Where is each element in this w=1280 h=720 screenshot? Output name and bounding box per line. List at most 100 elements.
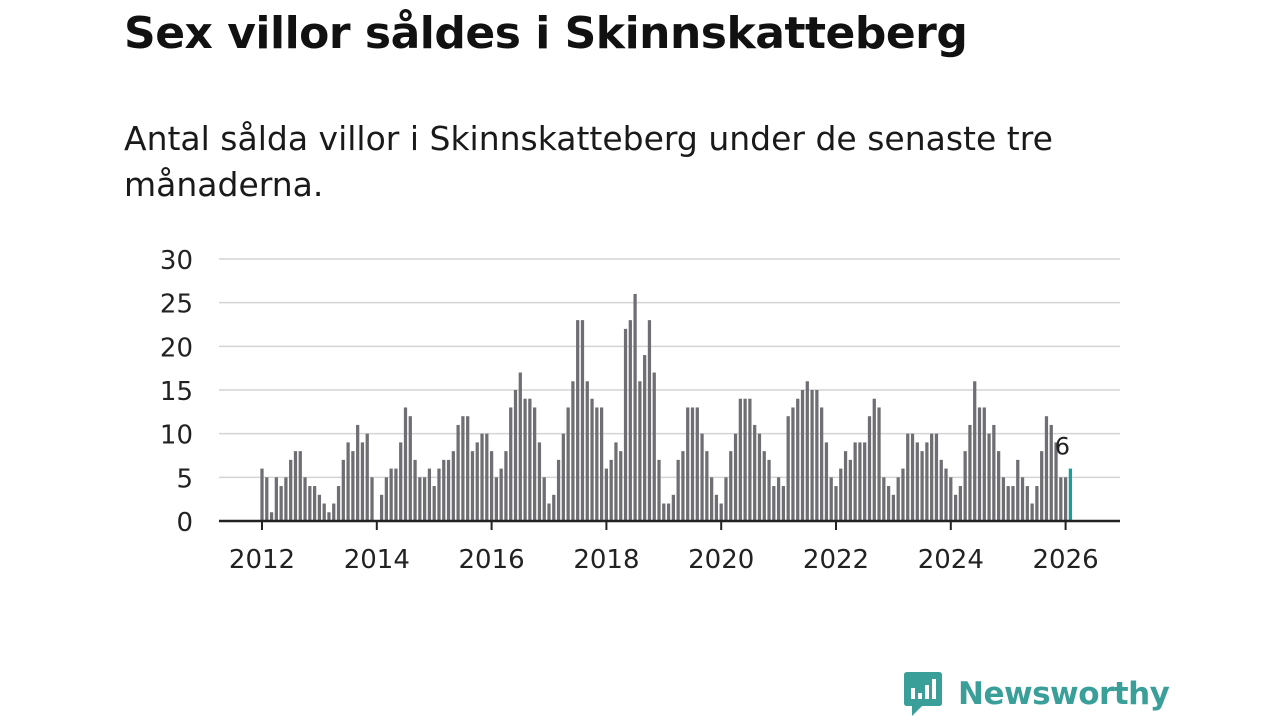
- bar: [710, 477, 714, 521]
- bar: [346, 442, 350, 521]
- bar: [786, 416, 790, 521]
- bar: [518, 372, 522, 521]
- bar: [494, 477, 499, 521]
- bar: [886, 486, 891, 521]
- bar: [767, 459, 771, 521]
- x-tick-label: 2016: [459, 545, 525, 575]
- bar: [599, 407, 604, 521]
- bar: [379, 494, 384, 521]
- y-tick-label: 25: [160, 290, 193, 320]
- bar: [657, 459, 661, 521]
- bar: [877, 407, 881, 521]
- bar: [284, 477, 288, 521]
- bar: [604, 468, 609, 521]
- bar: [891, 494, 896, 521]
- bar: [327, 512, 331, 521]
- bar: [274, 477, 278, 521]
- bar: [566, 407, 570, 521]
- bar: [690, 407, 695, 521]
- bar: [293, 451, 298, 521]
- y-tick-label: 10: [160, 421, 193, 451]
- bar: [446, 459, 451, 521]
- bar: [906, 433, 910, 521]
- bar: [963, 451, 967, 521]
- bar: [1054, 442, 1058, 521]
- bar: [614, 442, 618, 521]
- bar: [1020, 477, 1025, 521]
- bar: [1006, 486, 1010, 521]
- x-tick-label: 2020: [688, 545, 754, 575]
- bar: [1030, 503, 1034, 521]
- bar: [666, 503, 671, 521]
- newsworthy-logo[interactable]: Newsworthy: [902, 670, 1170, 718]
- bar: [360, 442, 365, 521]
- bar: [432, 486, 436, 521]
- bar: [533, 407, 537, 521]
- bar: [810, 390, 814, 521]
- bar: [1011, 486, 1015, 521]
- bar: [423, 477, 427, 521]
- bar: [1040, 451, 1044, 521]
- bar: [910, 433, 915, 521]
- bar: [992, 424, 996, 521]
- newsworthy-icon: [904, 672, 942, 716]
- bar: [1063, 477, 1068, 521]
- bar: [585, 381, 589, 521]
- bar: [915, 442, 919, 521]
- bar: [853, 442, 857, 521]
- bar: [427, 468, 432, 521]
- bar-highlight: [1068, 468, 1073, 521]
- bar: [322, 503, 326, 521]
- bar: [796, 398, 800, 521]
- bar: [695, 407, 699, 521]
- bar: [456, 424, 460, 521]
- bar: [1001, 477, 1006, 521]
- bar: [528, 398, 532, 521]
- brand-name: Newsworthy: [958, 676, 1170, 712]
- bar: [958, 486, 962, 521]
- bar: [489, 451, 494, 521]
- bar: [652, 372, 656, 521]
- tick-labels: 0 5 10 15 20 25 30 6 2012 2014 2016 2018 2020 2022 202…: [160, 246, 1099, 575]
- bar: [308, 486, 312, 521]
- bar: [356, 424, 360, 521]
- bar: [619, 451, 623, 521]
- bar: [815, 390, 819, 521]
- bar: [499, 468, 503, 521]
- bar: [867, 416, 872, 521]
- bar: [504, 451, 508, 521]
- bar: [475, 442, 479, 521]
- bar: [738, 398, 742, 521]
- bar: [1049, 424, 1053, 521]
- bar: [839, 468, 843, 521]
- bar: [719, 503, 723, 521]
- bar: [633, 293, 637, 521]
- bar: [676, 459, 680, 521]
- bar: [997, 451, 1001, 521]
- bar: [772, 486, 776, 521]
- bar: [724, 477, 728, 521]
- bar: [312, 486, 317, 521]
- bar: [451, 451, 455, 521]
- bar: [365, 433, 369, 521]
- bar: [858, 442, 862, 521]
- bar: [485, 433, 489, 521]
- bar: [341, 459, 345, 521]
- bar: [748, 398, 752, 521]
- bar: [336, 486, 341, 521]
- bar: [442, 459, 446, 521]
- bar: [279, 486, 283, 521]
- bar: [977, 407, 982, 521]
- bar: [843, 451, 848, 521]
- x-tick-label: 2026: [1033, 545, 1099, 575]
- bar: [953, 494, 958, 521]
- bar: [753, 424, 757, 521]
- bar: [882, 477, 886, 521]
- bar: [561, 433, 565, 521]
- bar: [1016, 459, 1020, 521]
- bar: [265, 477, 269, 521]
- bar: [542, 477, 546, 521]
- bar: [609, 459, 613, 521]
- bar: [800, 390, 805, 521]
